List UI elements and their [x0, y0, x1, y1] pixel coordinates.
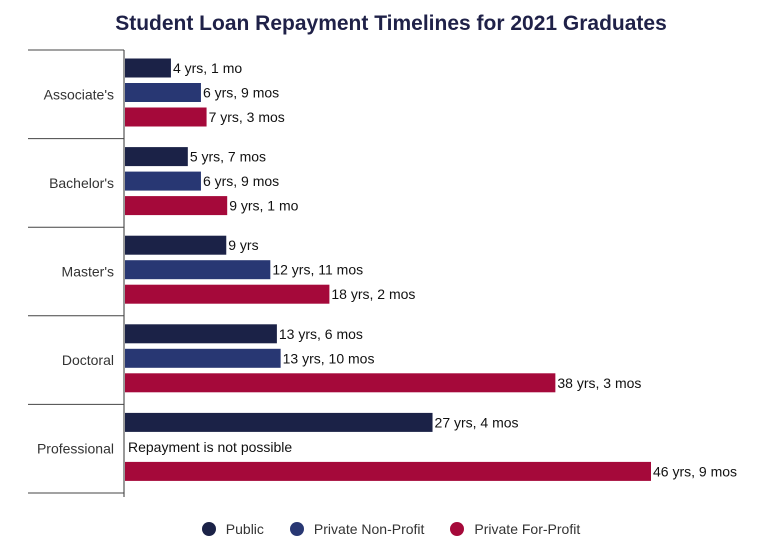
- category-label-master-s: Master's: [62, 264, 114, 280]
- data-label-private-non-profit-master-s: 12 yrs, 11 mos: [272, 262, 363, 278]
- data-label-public-master-s: 9 yrs: [228, 237, 258, 253]
- bar-private-for-profit-bachelor-s: [125, 196, 228, 216]
- bar-public-master-s: [125, 235, 227, 255]
- bar-private-non-profit-bachelor-s: [125, 171, 201, 191]
- legend-item-public: Public: [201, 521, 264, 537]
- category-label-doctoral: Doctoral: [62, 352, 114, 368]
- data-label-private-for-profit-bachelor-s: 9 yrs, 1 mo: [229, 198, 298, 214]
- category-label-bachelor-s: Bachelor's: [49, 175, 114, 191]
- data-label-public-bachelor-s: 5 yrs, 7 mos: [190, 149, 266, 165]
- legend-label-private-non-profit: Private Non-Profit: [313, 521, 425, 537]
- data-label-private-non-profit-associate-s: 6 yrs, 9 mos: [203, 85, 279, 101]
- data-label-private-non-profit-doctoral: 13 yrs, 10 mos: [283, 350, 375, 366]
- bar-private-for-profit-associate-s: [125, 107, 207, 127]
- category-label-associate-s: Associate's: [44, 86, 114, 102]
- bar-private-for-profit-professional: [125, 461, 651, 481]
- bar-public-doctoral: [125, 324, 277, 344]
- chart-title: Student Loan Repayment Timelines for 202…: [115, 12, 667, 35]
- bar-public-professional: [125, 412, 433, 432]
- data-label-private-for-profit-doctoral: 38 yrs, 3 mos: [557, 375, 641, 391]
- bar-private-for-profit-master-s: [125, 284, 330, 304]
- data-label-private-non-profit-professional: Repayment is not possible: [128, 439, 292, 455]
- data-label-private-non-profit-bachelor-s: 6 yrs, 9 mos: [203, 173, 279, 189]
- legend-swatch-public: [201, 522, 216, 536]
- bar-private-for-profit-doctoral: [125, 373, 556, 393]
- data-label-public-doctoral: 13 yrs, 6 mos: [279, 326, 363, 342]
- bar-public-associate-s: [125, 58, 171, 78]
- legend-label-public: Public: [225, 521, 264, 537]
- bar-private-non-profit-associate-s: [125, 83, 201, 102]
- legend-label-private-for-profit: Private For-Profit: [474, 521, 581, 537]
- data-label-private-for-profit-associate-s: 7 yrs, 3 mos: [209, 109, 285, 125]
- legend-swatch-private-for-profit: [450, 522, 465, 536]
- legend: Public Private Non-Profit Private For-Pr…: [0, 521, 782, 537]
- category-label-professional: Professional: [37, 441, 114, 457]
- legend-item-private-for-profit: Private For-Profit: [450, 521, 580, 537]
- data-label-private-for-profit-master-s: 18 yrs, 2 mos: [331, 286, 415, 302]
- data-label-public-associate-s: 4 yrs, 1 mo: [173, 60, 242, 76]
- legend-item-private-non-profit: Private Non-Profit: [289, 521, 425, 537]
- data-label-private-for-profit-professional: 46 yrs, 9 mos: [653, 463, 737, 479]
- bar-private-non-profit-doctoral: [125, 348, 281, 368]
- legend-swatch-private-non-profit: [289, 522, 304, 536]
- bar-public-bachelor-s: [125, 147, 188, 167]
- data-label-public-professional: 27 yrs, 4 mos: [435, 414, 519, 430]
- bar-private-non-profit-master-s: [125, 260, 271, 280]
